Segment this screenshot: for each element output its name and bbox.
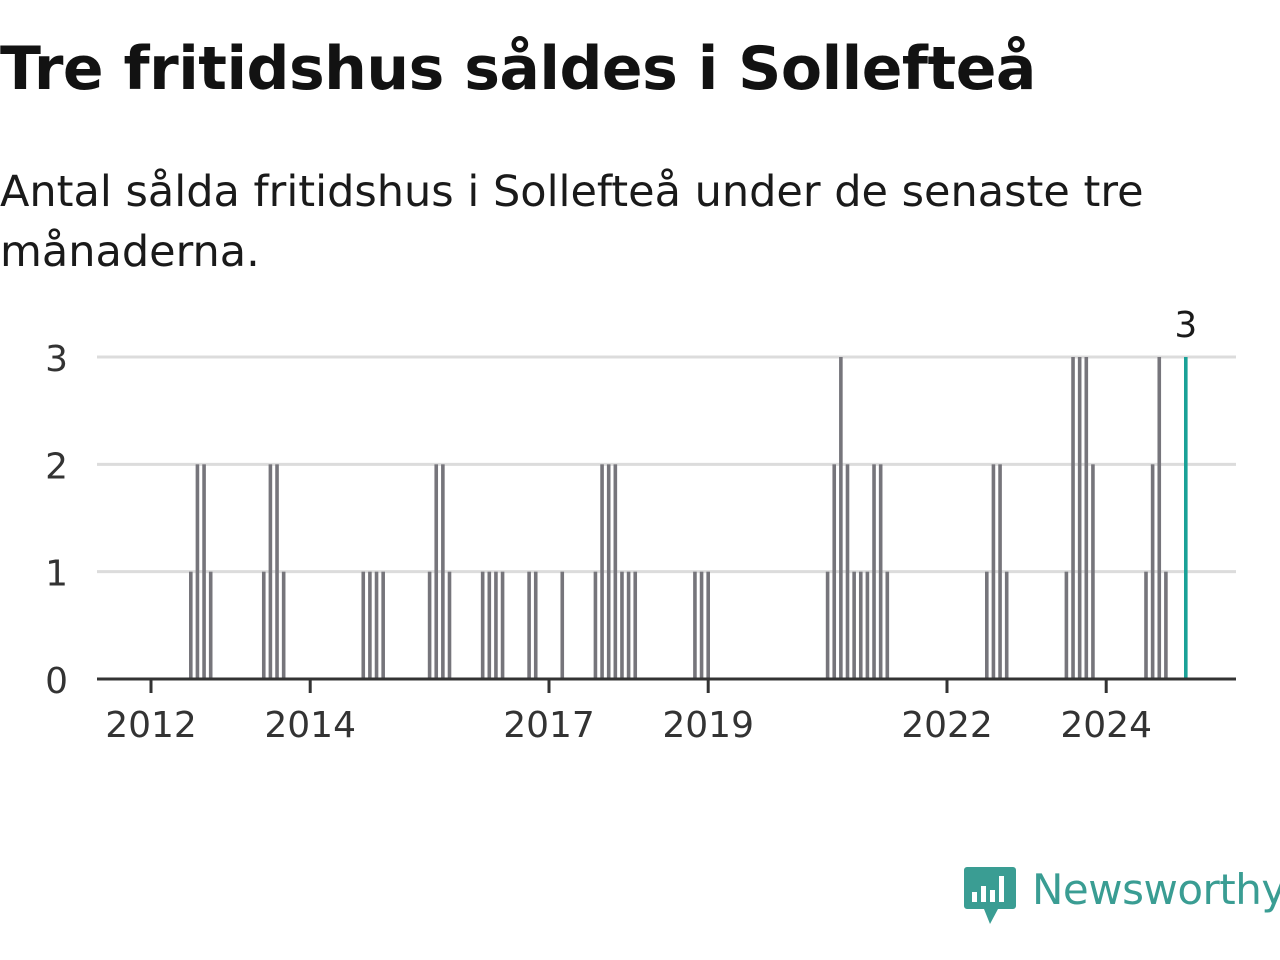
- bar: [261, 571, 266, 679]
- chart-title: Tre fritidshus såldes i Sollefteå: [0, 34, 1036, 104]
- bar: [626, 571, 631, 679]
- bar: [852, 571, 856, 679]
- bar: [268, 464, 273, 679]
- bar: [613, 464, 618, 679]
- bar: [620, 571, 624, 679]
- bar: [1004, 571, 1009, 679]
- bar: [381, 571, 385, 679]
- bar: [533, 571, 538, 679]
- x-tick-label: 2014: [264, 705, 356, 746]
- bar: [208, 571, 213, 679]
- y-tick-label: 3: [45, 339, 68, 380]
- bar: [832, 464, 837, 679]
- bar: [1071, 357, 1075, 679]
- bar: [560, 571, 565, 679]
- bar: [1091, 464, 1095, 679]
- bar: [374, 571, 379, 679]
- y-tick-label: 1: [45, 554, 68, 595]
- bar: [361, 571, 366, 679]
- y-tick-label: 0: [45, 661, 68, 702]
- bar: [368, 571, 372, 679]
- bar: [593, 571, 598, 679]
- logo-bar-4: [999, 876, 1004, 902]
- bar: [991, 464, 996, 679]
- x-tick-label: 2012: [105, 705, 197, 746]
- bar: [1157, 357, 1162, 679]
- logo-bar-3: [990, 890, 995, 902]
- bar: [1077, 357, 1082, 679]
- bar: [693, 571, 697, 679]
- bar: [447, 571, 452, 679]
- bar: [878, 464, 883, 679]
- bar: [885, 571, 890, 679]
- brand-name: Newsworthy: [1032, 865, 1280, 914]
- bar: [1084, 357, 1089, 679]
- bar: [195, 464, 200, 679]
- y-axis-ticks: 0 1 2 3: [45, 339, 68, 702]
- data-label: 3: [1174, 305, 1197, 346]
- bar: [865, 571, 870, 679]
- bar: [606, 464, 611, 679]
- bar: [633, 571, 638, 679]
- bar-chart: 0 1 2 3 2012 2014 2017 2019 2022 2024 3: [45, 305, 1236, 746]
- bar: [706, 571, 710, 679]
- gridlines: [97, 355, 1236, 574]
- bar: [1064, 571, 1069, 679]
- bar: [858, 571, 863, 679]
- bar: [480, 571, 485, 679]
- y-tick-label: 2: [45, 446, 68, 487]
- bar: [427, 571, 432, 679]
- x-tick-label: 2022: [901, 705, 993, 746]
- bars: [189, 357, 1188, 679]
- bar: [281, 571, 286, 679]
- bar: [600, 464, 604, 679]
- bar: [872, 464, 876, 679]
- logo-bar-2: [981, 886, 986, 902]
- x-tick-label: 2024: [1060, 705, 1152, 746]
- bar: [487, 571, 492, 679]
- bar: [202, 464, 206, 679]
- bar: [825, 571, 830, 679]
- logo-bar-1: [972, 892, 977, 902]
- bar: [1150, 464, 1155, 679]
- x-tick-label: 2019: [662, 705, 754, 746]
- newsworthy-logo-icon: [964, 867, 1016, 924]
- bar: [189, 571, 193, 679]
- data-labels: 3: [1174, 305, 1197, 346]
- bar: [275, 464, 279, 679]
- bar: [527, 571, 531, 679]
- bar-highlight: [1184, 357, 1188, 679]
- x-tick-label: 2017: [503, 705, 595, 746]
- bar: [1164, 571, 1168, 679]
- bar: [1144, 571, 1148, 679]
- bar: [699, 571, 704, 679]
- chart-subtitle: Antal sålda fritidshus i Sollefteå under…: [0, 167, 1144, 277]
- bar: [500, 571, 505, 679]
- x-axis-ticks: 2012 2014 2017 2019 2022 2024: [105, 679, 1152, 746]
- bar: [845, 464, 850, 679]
- bar: [434, 464, 439, 679]
- bar: [998, 464, 1002, 679]
- bar: [441, 464, 445, 679]
- bar: [839, 357, 843, 679]
- bar: [494, 571, 498, 679]
- bar: [985, 571, 989, 679]
